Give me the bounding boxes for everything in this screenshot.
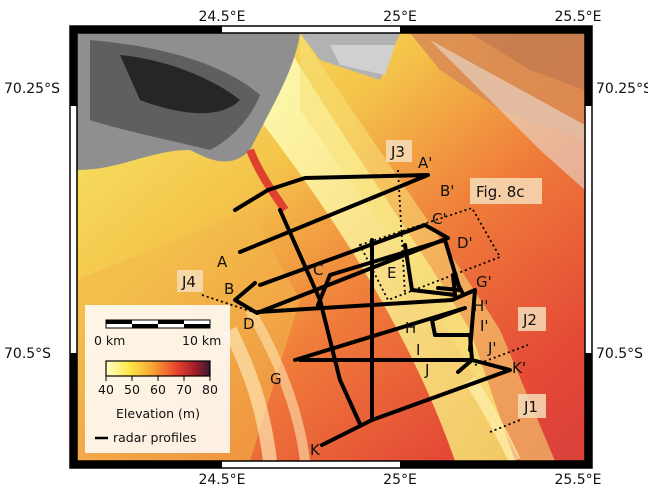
lat-label-right-2: 70.5°S bbox=[596, 346, 643, 362]
label-i: I bbox=[416, 341, 420, 359]
label-c-prime: C' bbox=[432, 210, 447, 228]
radar-profiles bbox=[233, 173, 512, 447]
profile-c-vertical bbox=[278, 208, 362, 426]
label-b-prime: B' bbox=[440, 182, 454, 200]
colorbar-tick-80: 80 bbox=[202, 382, 218, 397]
scale-end-label: 10 km bbox=[182, 333, 221, 348]
profile-e bbox=[403, 243, 464, 297]
legend-panel: 0 km 10 km 40 50 60 70 80 Elevation (m) … bbox=[85, 305, 230, 453]
scale-start-label: 0 km bbox=[94, 333, 125, 348]
colorbar-ticks bbox=[105, 376, 211, 381]
label-k-prime: K' bbox=[512, 359, 526, 377]
label-j2: J2 bbox=[522, 311, 537, 329]
lon-label-bottom-1: 24.5°E bbox=[198, 472, 245, 488]
label-e: E bbox=[387, 264, 396, 282]
map-frame bbox=[69, 25, 593, 469]
lon-label-top-3: 25.5°E bbox=[554, 9, 601, 25]
colorbar-title: Elevation (m) bbox=[116, 406, 200, 421]
label-h-prime: H' bbox=[473, 297, 488, 315]
lon-label-bottom-3: 25.5°E bbox=[554, 472, 601, 488]
label-g-prime: G' bbox=[476, 273, 492, 291]
profile-k bbox=[298, 358, 512, 447]
label-k: K bbox=[310, 441, 321, 459]
lat-label-left-1: 70.25°S bbox=[4, 81, 60, 97]
label-j4: J4 bbox=[181, 273, 196, 291]
label-a: A bbox=[217, 253, 228, 271]
colorbar-tick-40: 40 bbox=[98, 382, 114, 397]
profile-d bbox=[256, 288, 477, 352]
label-j: J bbox=[424, 361, 429, 379]
label-fig-8c: Fig. 8c bbox=[476, 183, 525, 201]
transect-tags: J3 J4 J2 J1 Fig. 8c bbox=[177, 140, 546, 418]
label-i-prime: I' bbox=[480, 317, 489, 335]
lon-label-bottom-2: 25°E bbox=[383, 472, 417, 488]
label-j1: J1 bbox=[523, 398, 538, 416]
dotted-transects bbox=[201, 169, 529, 433]
colorbar-tick-60: 60 bbox=[150, 382, 166, 397]
lat-label-right-1: 70.25°S bbox=[596, 81, 648, 97]
colorbar-tick-70: 70 bbox=[176, 382, 192, 397]
label-c: C bbox=[313, 261, 323, 279]
label-d: D bbox=[243, 315, 255, 333]
scale-bar bbox=[105, 319, 211, 329]
profile-labels: A A' B B' C C' D D' E G G' H H' I I' J J… bbox=[217, 154, 526, 459]
label-h: H bbox=[405, 319, 416, 337]
lon-label-top-1: 24.5°E bbox=[198, 9, 245, 25]
radar-profile-legend-label: radar profiles bbox=[113, 430, 197, 445]
label-j3: J3 bbox=[390, 143, 405, 161]
label-b: B bbox=[224, 280, 234, 298]
lon-label-top-2: 25°E bbox=[383, 9, 417, 25]
colorbar-tick-50: 50 bbox=[124, 382, 140, 397]
label-d-prime: D' bbox=[457, 234, 473, 252]
label-j-prime: J' bbox=[487, 339, 497, 357]
label-g: G bbox=[270, 370, 282, 388]
elevation-raster bbox=[77, 33, 585, 461]
lat-label-left-2: 70.5°S bbox=[4, 346, 51, 362]
label-a-prime: A' bbox=[418, 154, 432, 172]
colorbar bbox=[105, 360, 211, 377]
profile-a bbox=[233, 173, 430, 254]
profile-b bbox=[233, 223, 450, 315]
